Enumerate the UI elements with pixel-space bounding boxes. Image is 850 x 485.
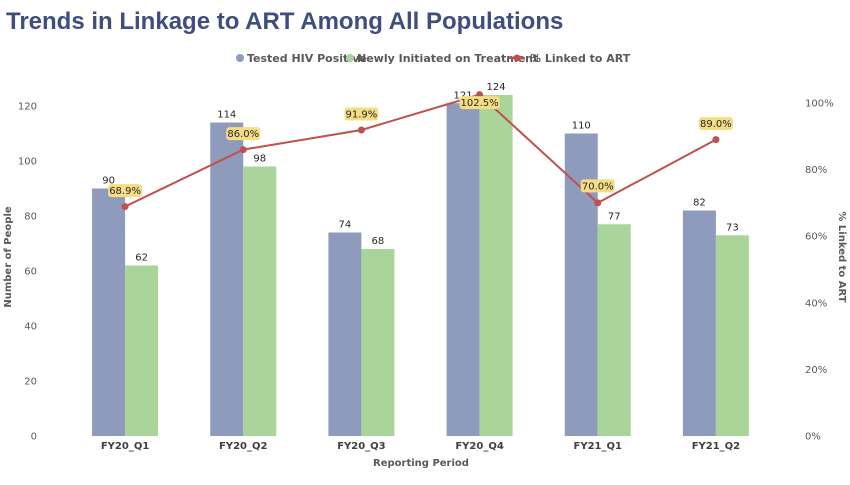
bar bbox=[564, 133, 598, 436]
bar-value-label: 90 bbox=[102, 176, 115, 187]
line-point bbox=[121, 203, 129, 211]
y-tick-label: 100 bbox=[18, 157, 37, 168]
bar bbox=[446, 103, 480, 436]
bar-value-label: 82 bbox=[693, 198, 706, 209]
bar bbox=[479, 95, 513, 436]
pct-value-label: 89.0% bbox=[700, 119, 732, 130]
bar bbox=[92, 188, 126, 436]
pct-label-bg bbox=[459, 96, 500, 110]
bar-value-label: 68 bbox=[372, 236, 385, 247]
legend-label: % Linked to ART bbox=[530, 52, 631, 65]
legend-marker bbox=[346, 54, 354, 62]
pct-label-bg bbox=[344, 107, 379, 121]
y2-tick-label: 40% bbox=[805, 298, 827, 309]
pct-value-label: 102.5% bbox=[461, 98, 499, 109]
pct-value-label: 70.0% bbox=[582, 181, 614, 192]
bar bbox=[715, 235, 749, 436]
bar-value-label: 124 bbox=[487, 82, 506, 93]
y2-tick-label: 20% bbox=[805, 365, 827, 376]
pct-label-bg bbox=[108, 184, 143, 198]
bar bbox=[328, 232, 362, 436]
pct-label-bg bbox=[580, 179, 615, 193]
y-tick-label: 80 bbox=[24, 212, 37, 223]
bar-value-label: 77 bbox=[608, 211, 621, 222]
y2-tick-label: 60% bbox=[805, 232, 827, 243]
y2-tick-label: 100% bbox=[805, 99, 834, 110]
bar bbox=[243, 166, 277, 436]
line-point bbox=[357, 126, 365, 134]
bar-value-label: 98 bbox=[253, 154, 266, 165]
bar bbox=[682, 210, 716, 436]
pct-value-label: 91.9% bbox=[346, 109, 378, 120]
y-tick-label: 20 bbox=[24, 377, 37, 388]
legend-marker bbox=[513, 54, 521, 62]
pct-label-bg bbox=[226, 127, 261, 141]
x-tick-label: FY20_Q3 bbox=[337, 441, 385, 452]
pct-label-bg bbox=[698, 117, 733, 131]
x-tick-label: FY20_Q4 bbox=[455, 441, 503, 452]
pct-value-label: 86.0% bbox=[227, 129, 259, 140]
bar-value-label: 62 bbox=[135, 253, 148, 264]
legend-label: Newly Initiated on Treatment bbox=[357, 52, 538, 65]
bar bbox=[210, 122, 244, 436]
y-axis-title: Number of People bbox=[3, 206, 14, 308]
y-tick-label: 40 bbox=[24, 322, 37, 333]
y-tick-label: 120 bbox=[18, 102, 37, 113]
y2-tick-label: 80% bbox=[805, 165, 827, 176]
pct-value-label: 68.9% bbox=[109, 186, 141, 197]
x-axis-title: Reporting Period bbox=[373, 458, 469, 469]
line-point bbox=[239, 146, 247, 154]
bar-value-label: 74 bbox=[339, 220, 352, 231]
line-point bbox=[594, 199, 602, 207]
y-tick-label: 60 bbox=[24, 267, 37, 278]
bar-value-label: 114 bbox=[217, 110, 236, 121]
x-tick-label: FY21_Q1 bbox=[574, 441, 622, 452]
y2-axis-title: % Linked to ART bbox=[836, 211, 847, 302]
x-tick-label: FY20_Q1 bbox=[101, 441, 149, 452]
bar bbox=[361, 249, 395, 436]
x-tick-label: FY21_Q2 bbox=[692, 441, 740, 452]
legend-label: Tested HIV Positive bbox=[247, 52, 367, 65]
line-point bbox=[712, 136, 720, 144]
bar-value-label: 121 bbox=[454, 90, 473, 101]
bar-value-label: 73 bbox=[726, 222, 739, 233]
line-series bbox=[124, 93, 717, 208]
x-tick-label: FY20_Q2 bbox=[219, 441, 267, 452]
bar bbox=[597, 224, 631, 436]
y-tick-label: 0 bbox=[31, 432, 37, 443]
y2-tick-label: 0% bbox=[805, 432, 821, 443]
chart-title: Trends in Linkage to ART Among All Popul… bbox=[6, 8, 564, 35]
bar-value-label: 110 bbox=[572, 121, 591, 132]
bar bbox=[125, 265, 159, 436]
legend-marker bbox=[236, 54, 244, 62]
